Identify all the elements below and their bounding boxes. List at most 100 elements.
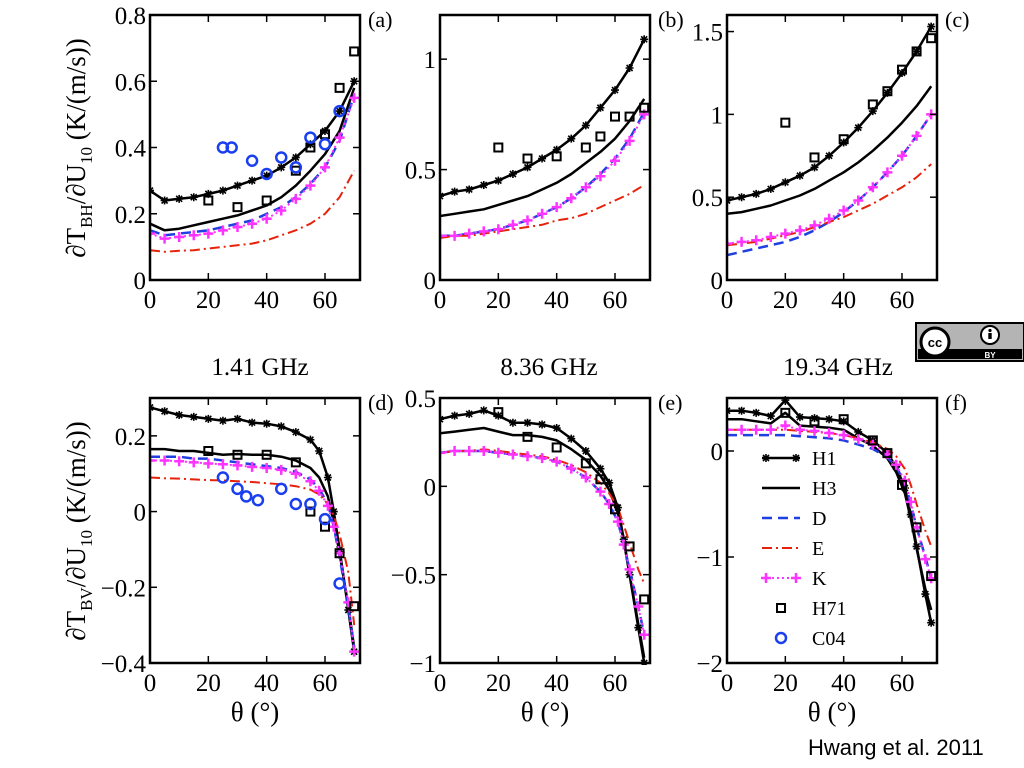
marker-H71-f-2 xyxy=(838,414,849,425)
marker-H1-f-2 xyxy=(752,408,761,417)
marker-H71-b-5 xyxy=(610,111,620,122)
plot-area-e xyxy=(440,398,650,663)
panel-a: 0 20 40 60 0 0.2 0.4 0.6 0.8 (a) xyxy=(115,3,393,314)
marker-K-a-13 xyxy=(334,132,345,143)
marker-H1-e-10 xyxy=(581,447,590,455)
legend: H1 H3 DEK H71 C04 xyxy=(761,448,846,650)
marker-K-c-2 xyxy=(751,235,762,246)
xtick-label-d-3: 60 xyxy=(313,670,338,697)
ytick-label-f-2: 0 xyxy=(711,439,724,466)
marker-H1-a-9 xyxy=(277,163,286,172)
xlabel-f: θ (°) xyxy=(808,697,856,727)
marker-H71-d-6 xyxy=(334,548,345,559)
series-E-a xyxy=(150,170,356,253)
marker-C04-a-8 xyxy=(333,104,346,118)
marker-K-b-4 xyxy=(493,224,504,235)
line-E-e xyxy=(440,448,646,584)
marker-H1-c-1 xyxy=(737,193,746,202)
marker-H1-d-7 xyxy=(248,418,257,427)
series-K-e xyxy=(440,446,650,640)
marker-H1-d-5 xyxy=(218,416,227,425)
marker-H1-a-3 xyxy=(189,193,198,202)
marker-K-e-8 xyxy=(551,456,562,467)
license-badge: cc BY xyxy=(915,322,1024,362)
series-layer-d xyxy=(150,403,360,657)
marker-K-b-1 xyxy=(449,230,460,241)
legend-marker-C04 xyxy=(774,631,788,645)
line-E-a xyxy=(150,170,356,253)
marker-K-d-0 xyxy=(150,455,155,466)
ytick-label-c-2: 1 xyxy=(711,102,724,129)
marker-C04-d-4 xyxy=(275,482,288,496)
marker-K-b-10 xyxy=(580,182,591,193)
marker-H1-b-1 xyxy=(450,187,459,196)
panel-e: 0 20 40 60 −1 −0.5 0 0.5 (e) θ (°) xyxy=(391,386,683,727)
marker-C04-a-2 xyxy=(245,154,259,167)
marker-H1-e-1 xyxy=(450,411,459,420)
marker-H1-f-8 xyxy=(839,417,848,426)
marker-H1-f-9 xyxy=(854,427,863,436)
badge-band xyxy=(918,349,1022,359)
marker-C04-a-4 xyxy=(275,151,288,164)
marker-H1-f-17 xyxy=(927,618,936,627)
marker-H1-a-6 xyxy=(233,181,242,190)
marker-H1-e-11 xyxy=(596,464,605,473)
series-K-b xyxy=(440,109,650,241)
marker-K-b-8 xyxy=(551,202,562,213)
marker-K-d-6 xyxy=(232,460,243,471)
xtick-label-d-2: 40 xyxy=(254,670,279,697)
marker-K-e-0 xyxy=(440,447,445,458)
legend-label-C04: C04 xyxy=(812,628,845,650)
ytick-label-c-0: 0 xyxy=(711,268,724,295)
marker-H1-b-7 xyxy=(538,154,547,163)
panel-label-b: (b) xyxy=(658,7,684,32)
marker-K-f-12 xyxy=(891,459,902,470)
marker-H71-b-7 xyxy=(639,102,650,113)
marker-H1-c-9 xyxy=(854,123,863,132)
axes-frame-d xyxy=(148,396,362,665)
xtick-label-a-1: 20 xyxy=(196,287,221,314)
panel-b: 0 20 40 60 0 0.5 1 (b) xyxy=(405,7,684,314)
legend-entry-E: E xyxy=(762,538,824,560)
marker-H71-a-7 xyxy=(349,46,360,57)
marker-H71-d-3 xyxy=(290,457,301,468)
marker-K-a-4 xyxy=(203,228,214,239)
legend-entry-K: K xyxy=(761,568,827,590)
ytick-label-c-1: 0.5 xyxy=(692,185,723,212)
marker-H1-d-9 xyxy=(277,422,286,431)
marker-H71-d-7 xyxy=(349,601,360,612)
marker-H1-b-13 xyxy=(625,64,634,72)
marker-K-d-14 xyxy=(328,521,339,532)
marker-H1-a-4 xyxy=(204,189,213,198)
ylabel-bh: ∂TBH/∂U10 (K/(m/s)) xyxy=(61,38,96,258)
xlabel-d: θ (°) xyxy=(231,697,279,727)
marker-H1-d-11 xyxy=(306,435,315,444)
marker-H71-f-5 xyxy=(897,479,907,490)
marker-H71-d-4 xyxy=(305,506,316,517)
ytick-label-b-1: 0.5 xyxy=(405,158,436,185)
line-E-b xyxy=(440,184,645,239)
series-H71-b xyxy=(493,102,650,164)
legend-label-D: D xyxy=(812,508,826,530)
marker-K-a-0 xyxy=(150,228,155,239)
marker-H71-f-3 xyxy=(867,435,878,446)
frequency-labels: 1.41 GHz 8.36 GHz 19.34 GHz xyxy=(211,354,892,381)
marker-C04-d-1 xyxy=(231,482,244,496)
marker-K-c-3 xyxy=(765,231,776,242)
marker-C04-a-1 xyxy=(225,141,238,154)
legend-marker-b-K xyxy=(791,573,801,583)
marker-H1-c-10 xyxy=(868,107,877,116)
legend-label-H3: H3 xyxy=(812,478,836,500)
xtick-label-a-0: 0 xyxy=(144,287,157,314)
marker-K-e-4 xyxy=(493,447,504,458)
marker-K-f-16 xyxy=(920,554,931,565)
line-H3-b xyxy=(440,98,646,218)
series-layer-c xyxy=(727,22,937,257)
marker-H1-b-8 xyxy=(552,145,561,154)
series-K-a xyxy=(150,92,360,244)
marker-H1-d-4 xyxy=(204,414,213,423)
marker-H71-c-4 xyxy=(882,86,893,97)
marker-K-b-2 xyxy=(464,228,475,239)
badge-text: BY xyxy=(984,351,996,360)
xlabel-e: θ (°) xyxy=(521,697,569,727)
